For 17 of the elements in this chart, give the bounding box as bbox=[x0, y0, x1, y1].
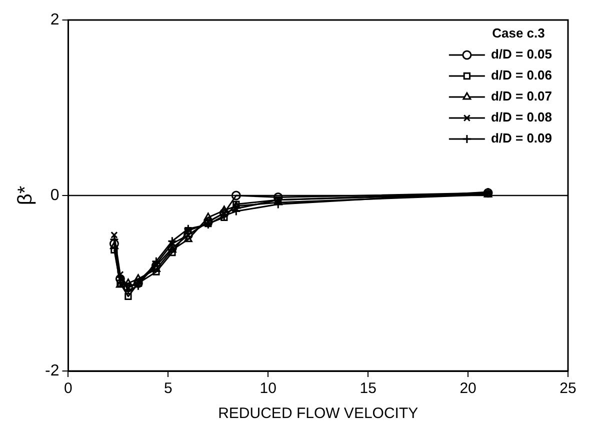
y-axis-title: β* bbox=[14, 186, 37, 206]
x-tick-label: 0 bbox=[64, 380, 72, 398]
legend-label: d/D = 0.06 bbox=[490, 68, 552, 83]
y-tick-label: 2 bbox=[50, 11, 60, 28]
x-tick-label: 10 bbox=[260, 380, 276, 398]
x-tick-label: 5 bbox=[164, 380, 172, 398]
legend-title: Case c.3 bbox=[492, 26, 545, 41]
y-tick-label: 0 bbox=[50, 186, 60, 204]
legend-label: d/D = 0.05 bbox=[490, 46, 552, 62]
x-tick-label: 25 bbox=[560, 380, 576, 398]
x-tick-label: 20 bbox=[460, 380, 476, 398]
x-tick-label: 15 bbox=[360, 380, 376, 398]
legend-label: d/D = 0.09 bbox=[490, 130, 552, 146]
legend-label: d/D = 0.07 bbox=[490, 88, 552, 104]
x-axis-title: REDUCED FLOW VELOCITY bbox=[218, 405, 418, 422]
legend-label: d/D = 0.08 bbox=[490, 110, 552, 125]
y-tick-label: -2 bbox=[44, 362, 60, 380]
